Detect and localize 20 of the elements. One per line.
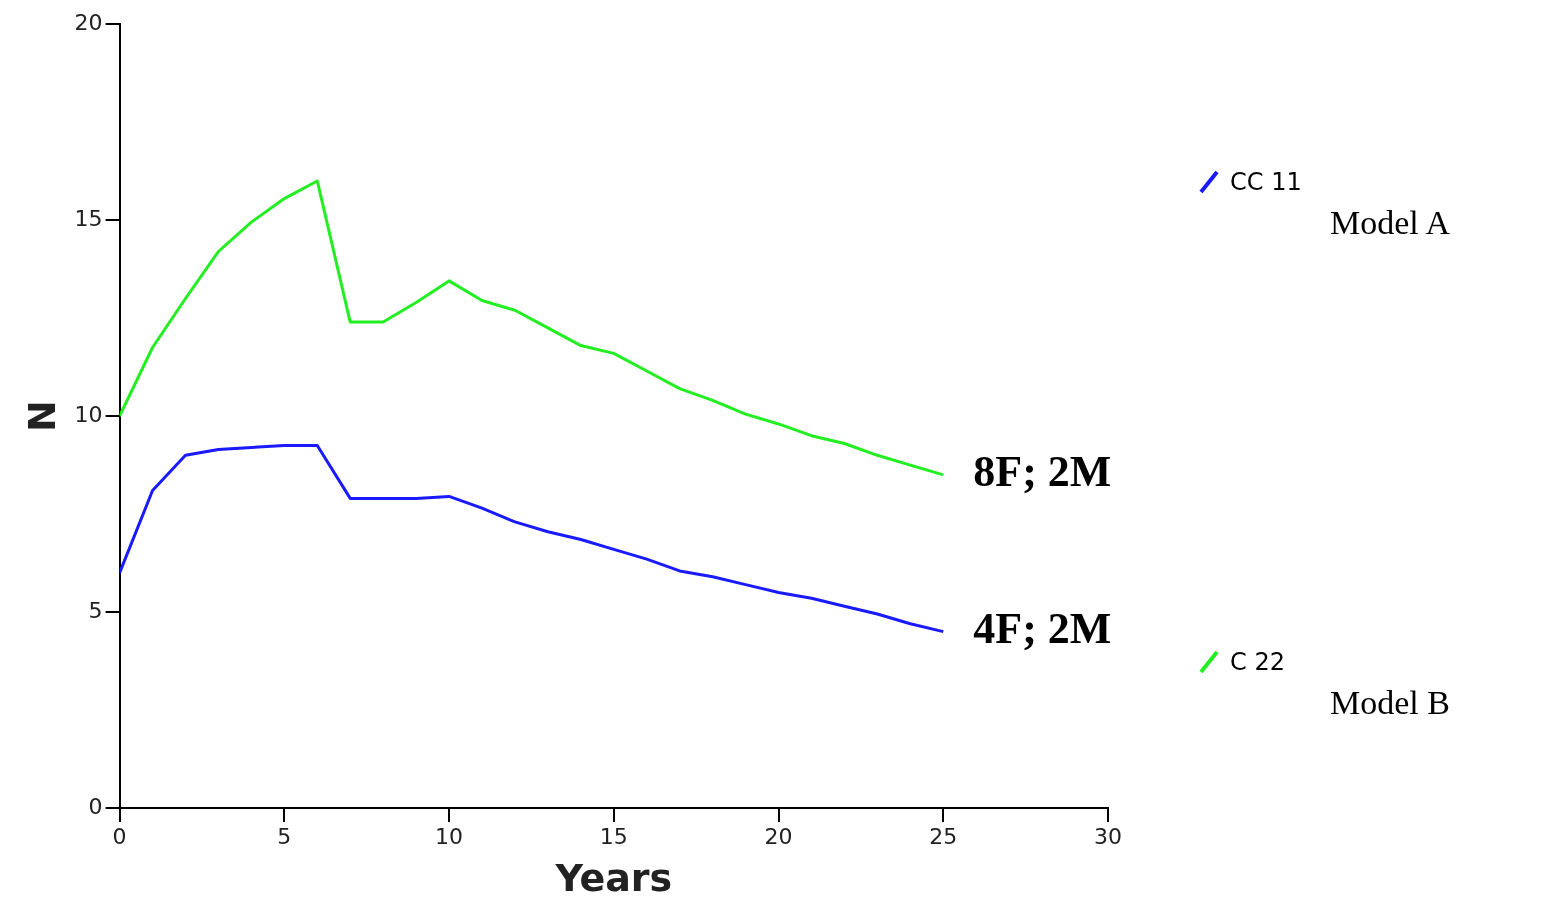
y-tick-label: 10 (74, 401, 103, 427)
x-tick-label: 30 (1094, 823, 1122, 849)
annotation: 4F; 2M (973, 604, 1112, 653)
text: Model B (1330, 684, 1451, 722)
annotation: 8F; 2M (973, 447, 1112, 497)
x-tick-label: 25 (929, 823, 958, 849)
x-tick-label: 0 (112, 823, 127, 849)
y-tick-label: 0 (88, 793, 103, 819)
x-tick-label: 5 (277, 823, 292, 849)
x-tick-label: 10 (435, 823, 464, 849)
x-tick-label: 20 (764, 823, 793, 849)
y-tick-label: 15 (74, 205, 103, 231)
text: Model A (1330, 204, 1451, 242)
y-tick-label: 20 (74, 9, 103, 35)
legend-label: C 22 (1230, 648, 1285, 676)
y-tick-label: 5 (88, 597, 103, 623)
y-axis-title: N (19, 400, 64, 433)
legend-label: CC 11 (1230, 168, 1302, 196)
x-tick-label: 15 (599, 823, 628, 849)
x-axis-title: Years (554, 856, 673, 901)
